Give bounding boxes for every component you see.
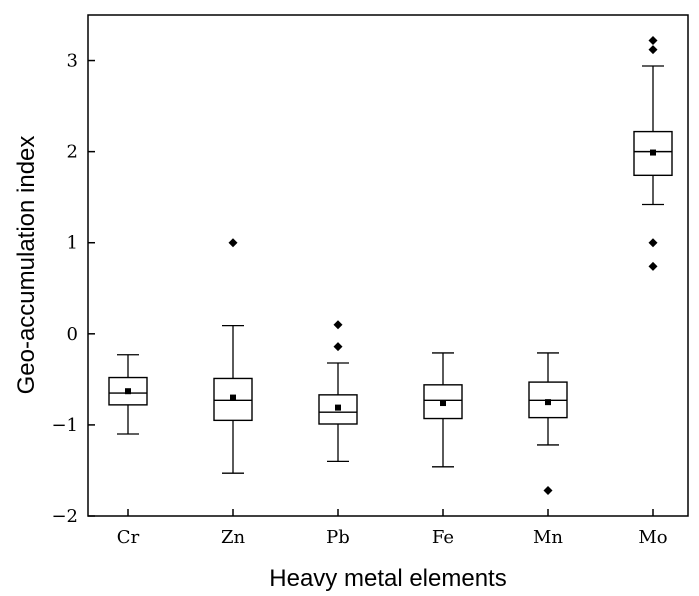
x-tick-label-mo: Mo <box>638 527 667 548</box>
box-mn <box>528 352 568 495</box>
outlier-point <box>333 320 343 330</box>
iqr-box <box>108 376 148 406</box>
y-tick-label: 3 <box>67 51 78 72</box>
outlier-point <box>648 36 658 46</box>
y-axis: −2 −1 0 1 2 3 <box>51 51 95 527</box>
mean-marker <box>335 404 341 411</box>
y-tick-label: −1 <box>51 415 78 436</box>
mean-marker <box>650 149 656 156</box>
x-axis: Cr Zn Pb Fe Mn Mo <box>117 509 668 548</box>
outlier-point <box>228 238 238 248</box>
mean-marker <box>125 388 131 395</box>
outlier-point <box>543 485 553 495</box>
mean-marker <box>545 399 551 406</box>
plot-area <box>87 14 689 517</box>
y-axis-title: Geo-accumulation index <box>13 136 40 395</box>
x-tick-label-pb: Pb <box>326 527 350 548</box>
box-pb <box>318 320 358 462</box>
boxes <box>108 36 673 495</box>
y-tick-label: 1 <box>67 233 78 254</box>
box-mo <box>633 36 673 271</box>
box-zn <box>213 238 253 474</box>
x-tick-label-zn: Zn <box>221 527 246 548</box>
mean-marker <box>440 400 446 407</box>
x-tick-label-mn: Mn <box>533 527 563 548</box>
y-tick-label: −2 <box>51 506 78 527</box>
x-tick-label-fe: Fe <box>432 527 454 548</box>
mean-marker <box>230 394 236 401</box>
x-axis-title: Heavy metal elements <box>269 565 506 592</box>
y-tick-label: 0 <box>67 324 78 345</box>
plot-frame <box>87 14 689 517</box>
box-cr <box>108 354 148 435</box>
outlier-point <box>648 45 658 55</box>
box-fe <box>423 352 463 468</box>
outlier-point <box>648 238 658 248</box>
x-tick-label-cr: Cr <box>117 527 140 548</box>
outlier-point <box>333 342 343 352</box>
outlier-point <box>648 261 658 271</box>
y-tick-label: 2 <box>67 142 78 163</box>
